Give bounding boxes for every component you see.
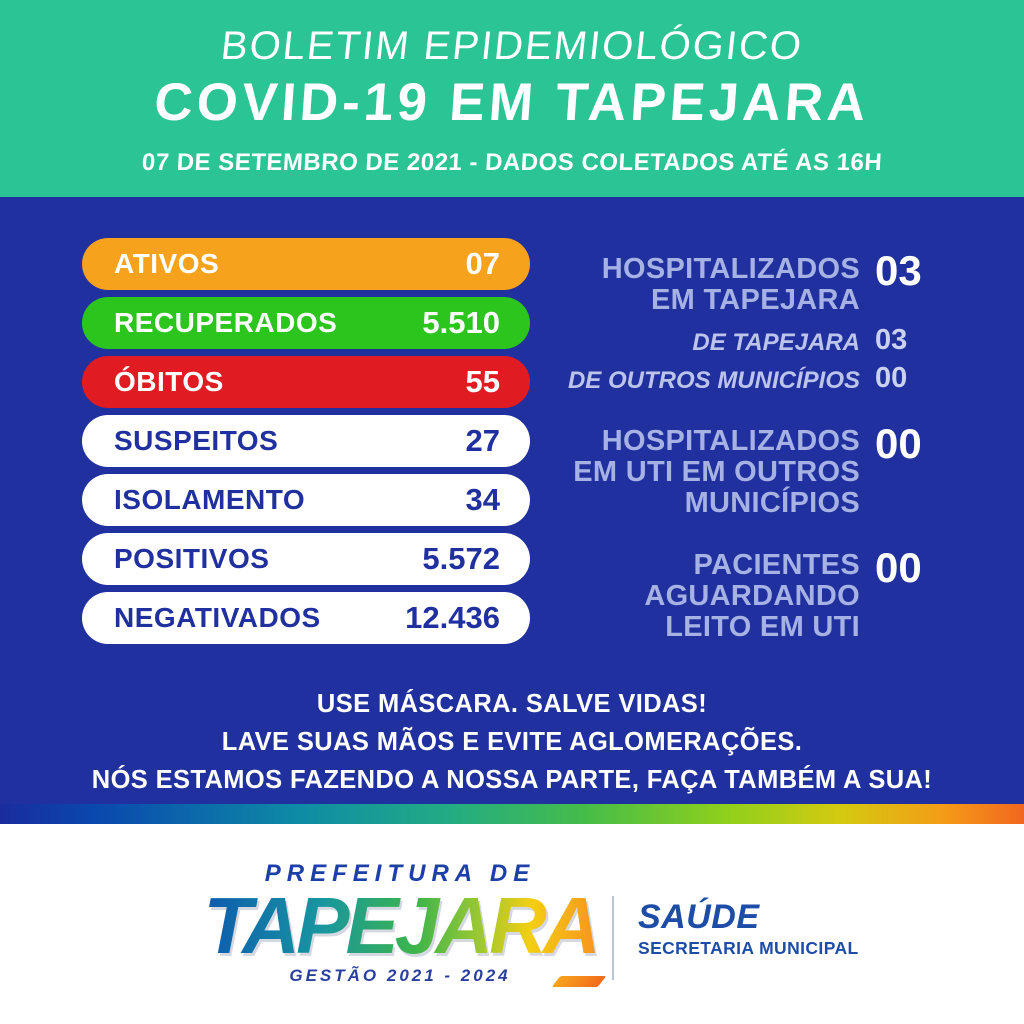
hospitalized-tapejara-value: 03 (875, 247, 922, 294)
stat-label: ÓBITOS (114, 366, 224, 397)
title-line: AGUARDANDO (644, 580, 860, 612)
title-line: HOSPITALIZADOS (601, 425, 860, 457)
breakdown-value-de-tapejara: 03 (875, 324, 908, 356)
saude-logo: SAÚDE SECRETARIA MUNICIPAL (638, 900, 859, 959)
message-line: USE MÁSCARA. SALVE VIDAS! (316, 688, 708, 718)
header-section: BOLETIM EPIDEMIOLÓGICO COVID-19 EM TAPEJ… (0, 0, 1024, 197)
title-line: HOSPITALIZADOS (601, 253, 860, 285)
stat-label: RECUPERADOS (114, 307, 338, 338)
title-line: EM UTI EM OUTROS (573, 456, 860, 488)
hospitalized-uti-title: HOSPITALIZADOS EM UTI EM OUTROS MUNICÍPI… (542, 426, 860, 519)
stat-label: ISOLAMENTO (114, 484, 306, 515)
stats-section: ATIVOS 07 RECUPERADOS 5.510 ÓBITOS 55 SU… (0, 197, 1024, 804)
title-line: MUNICÍPIOS (684, 487, 860, 519)
footer-divider (612, 896, 614, 980)
stat-pill-ativos: ATIVOS 07 (82, 238, 530, 290)
awaiting-bed-title: PACIENTES AGUARDANDO LEITO EM UTI (542, 550, 860, 643)
prefeitura-label: PREFEITURA DE (264, 860, 536, 887)
stat-label: SUSPEITOS (114, 425, 279, 456)
breakdown-value-outros-municipios: 00 (875, 362, 908, 394)
bulletin-kicker: BOLETIM EPIDEMIOLÓGICO (218, 24, 806, 68)
footer-section: PREFEITURA DE TAPEJARA GESTÃO 2021 - 202… (0, 824, 1024, 1024)
date-line: 07 DE SETEMBRO DE 2021 - DADOS COLETADOS… (141, 149, 883, 176)
stat-value: 07 (465, 246, 500, 281)
stat-value: 27 (465, 423, 500, 458)
stat-label: POSITIVOS (114, 543, 270, 574)
stat-pill-isolamento: ISOLAMENTO 34 (82, 474, 530, 526)
secretaria-subtitle: SECRETARIA MUNICIPAL (638, 938, 859, 958)
title-line: PACIENTES (693, 549, 860, 581)
stat-label: ATIVOS (114, 248, 220, 279)
stats-pill-list: ATIVOS 07 RECUPERADOS 5.510 ÓBITOS 55 SU… (82, 238, 530, 651)
stat-pill-negativados: NEGATIVADOS 12.436 (82, 592, 530, 644)
awaiting-bed-value: 00 (875, 544, 922, 591)
saude-title: SAÚDE (638, 898, 760, 936)
stat-pill-recuperados: RECUPERADOS 5.510 (82, 297, 530, 349)
gestao-label: GESTÃO 2021 - 2024 (289, 966, 511, 985)
stat-pill-obitos: ÓBITOS 55 (82, 356, 530, 408)
stat-value: 55 (465, 364, 500, 399)
stat-value: 34 (465, 482, 500, 517)
hospitalized-uti-value: 00 (875, 420, 922, 467)
stat-pill-suspeitos: SUSPEITOS 27 (82, 415, 530, 467)
stat-value: 5.510 (422, 305, 500, 340)
advice-messages: USE MÁSCARA. SALVE VIDAS! LAVE SUAS MÃOS… (0, 684, 1024, 798)
breakdown-label-outros-municipios: DE OUTROS MUNICÍPIOS (567, 367, 860, 394)
message-line: LAVE SUAS MÃOS E EVITE AGLOMERAÇÕES. (221, 726, 803, 756)
rainbow-stripe (0, 804, 1024, 824)
stat-label: NEGATIVADOS (114, 602, 321, 633)
title-line: LEITO EM UTI (665, 611, 860, 643)
stat-pill-positivos: POSITIVOS 5.572 (82, 533, 530, 585)
title-line: EM TAPEJARA (650, 284, 860, 316)
stat-value: 12.436 (405, 600, 500, 635)
breakdown-label-de-tapejara: DE TAPEJARA (692, 329, 860, 356)
wordmark-swoosh (551, 976, 607, 987)
stat-value: 5.572 (422, 541, 500, 576)
tapejara-wordmark: TAPEJARA (203, 881, 600, 970)
message-line: NÓS ESTAMOS FAZENDO A NOSSA PARTE, FAÇA … (91, 764, 933, 794)
prefeitura-logo: PREFEITURA DE TAPEJARA GESTÃO 2021 - 202… (190, 860, 610, 987)
hospitalized-tapejara-title: HOSPITALIZADOS EM TAPEJARA (542, 254, 860, 316)
page-title: COVID-19 EM TAPEJARA (152, 73, 872, 132)
